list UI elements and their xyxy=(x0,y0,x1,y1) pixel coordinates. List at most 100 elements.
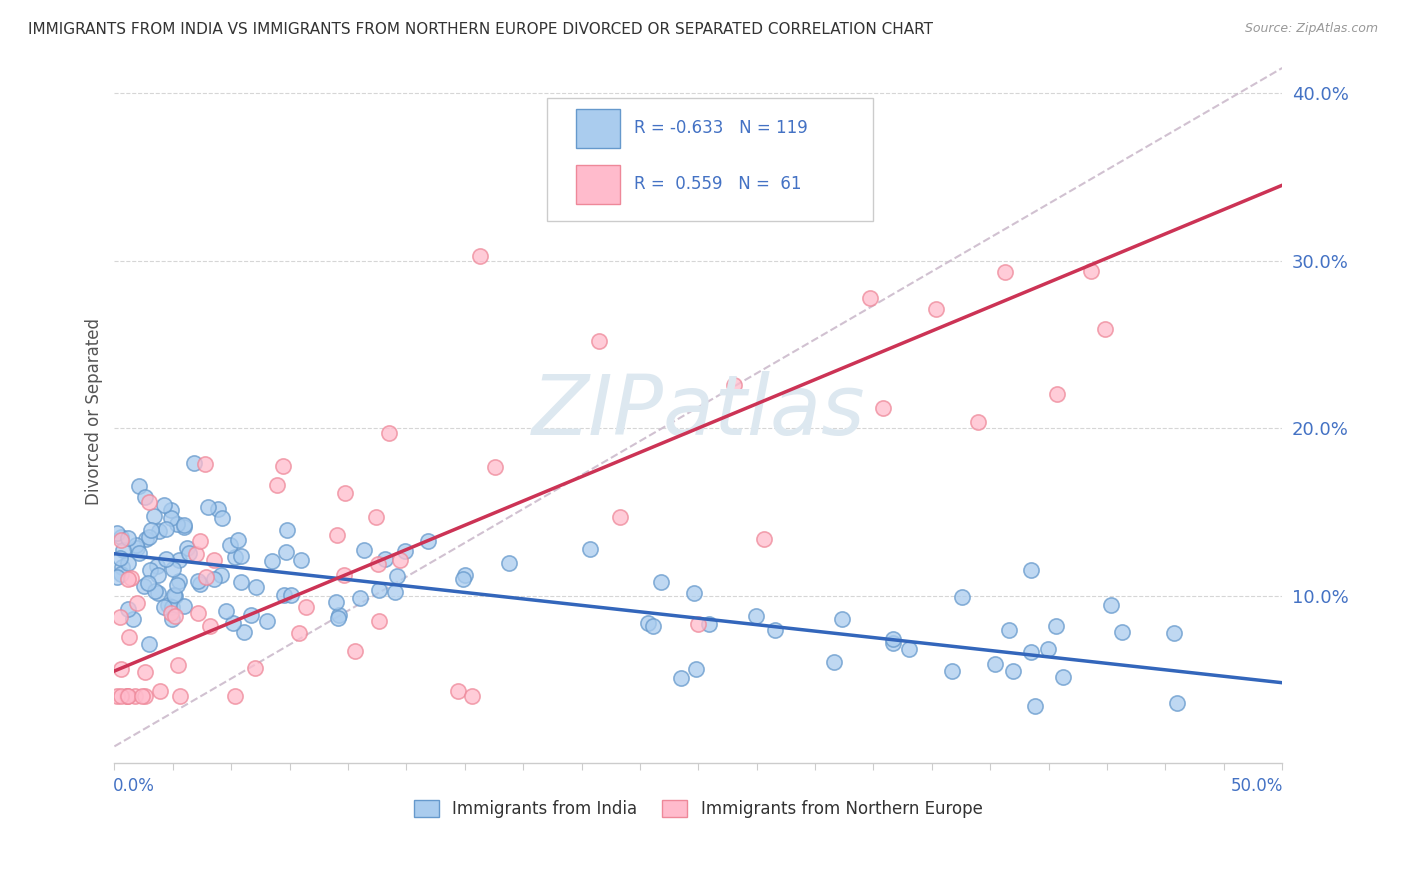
Point xyxy=(218,538,240,552)
Point xyxy=(388,553,411,567)
Point xyxy=(941,665,963,679)
Point xyxy=(184,547,207,561)
Point xyxy=(882,636,904,650)
Point xyxy=(447,683,470,698)
Point xyxy=(1080,264,1102,278)
Point xyxy=(394,544,416,558)
Point xyxy=(367,557,389,571)
Point xyxy=(1163,626,1185,640)
Point xyxy=(183,456,205,470)
Point xyxy=(984,657,1007,671)
Point xyxy=(222,615,245,630)
Point xyxy=(163,608,186,623)
Point xyxy=(202,552,225,566)
Point xyxy=(155,522,177,536)
Point xyxy=(138,562,160,576)
Point xyxy=(162,562,184,576)
Point xyxy=(108,550,131,565)
Point xyxy=(166,517,188,532)
Point xyxy=(378,425,401,440)
Point xyxy=(153,498,176,512)
Point xyxy=(243,661,266,675)
Point xyxy=(685,662,707,676)
Point xyxy=(609,509,631,524)
Point xyxy=(160,606,183,620)
Point xyxy=(325,594,347,608)
Text: 0.0%: 0.0% xyxy=(114,777,155,796)
Point xyxy=(122,612,145,626)
Point xyxy=(125,538,148,552)
Point xyxy=(682,586,704,600)
Point xyxy=(276,524,298,538)
Point xyxy=(353,542,375,557)
Text: ZIPatlas: ZIPatlas xyxy=(531,371,865,452)
Point xyxy=(110,662,132,676)
Point xyxy=(105,569,128,583)
Point xyxy=(859,291,882,305)
Point xyxy=(111,560,134,574)
Point xyxy=(872,401,894,415)
Point xyxy=(368,582,391,597)
Point xyxy=(276,545,298,559)
Point xyxy=(187,574,209,588)
Point xyxy=(115,689,138,703)
Point xyxy=(115,689,138,703)
Point xyxy=(163,588,186,602)
Point xyxy=(898,641,921,656)
Point xyxy=(451,573,474,587)
Point xyxy=(117,572,139,586)
Point xyxy=(167,574,190,588)
FancyBboxPatch shape xyxy=(575,165,620,204)
Point xyxy=(136,575,159,590)
Point xyxy=(280,588,302,602)
Point xyxy=(134,490,156,504)
Point xyxy=(745,609,768,624)
Point xyxy=(187,606,209,620)
Point xyxy=(343,643,366,657)
Point xyxy=(416,534,439,549)
Point xyxy=(831,612,853,626)
Point xyxy=(233,624,256,639)
Point xyxy=(120,571,142,585)
Point xyxy=(112,542,135,557)
Point xyxy=(461,689,484,703)
Text: R = -0.633   N = 119: R = -0.633 N = 119 xyxy=(634,119,808,136)
Point xyxy=(1045,619,1067,633)
Point xyxy=(224,549,246,564)
Point xyxy=(1052,670,1074,684)
Point xyxy=(650,574,672,589)
Point xyxy=(108,610,131,624)
Point xyxy=(273,588,295,602)
Point xyxy=(117,531,139,545)
Point xyxy=(194,570,217,584)
Point xyxy=(671,671,693,685)
Point xyxy=(110,566,132,581)
Point xyxy=(194,457,217,471)
Point xyxy=(697,616,720,631)
Point xyxy=(229,549,252,564)
Point xyxy=(215,603,238,617)
Point xyxy=(1111,624,1133,639)
Point xyxy=(328,611,350,625)
Point xyxy=(1024,699,1046,714)
Point xyxy=(166,658,188,673)
Point xyxy=(204,573,226,587)
Point xyxy=(454,568,477,582)
Point xyxy=(128,479,150,493)
Point xyxy=(143,583,166,598)
Point xyxy=(166,578,188,592)
Point xyxy=(288,626,311,640)
Point xyxy=(1099,599,1122,613)
Point xyxy=(228,533,250,548)
Point xyxy=(118,630,141,644)
Point xyxy=(952,590,974,604)
Point xyxy=(110,689,132,703)
Point xyxy=(105,526,128,541)
FancyBboxPatch shape xyxy=(575,109,620,147)
Point xyxy=(188,577,211,591)
Point xyxy=(159,511,181,525)
Point xyxy=(138,637,160,651)
Point xyxy=(169,552,191,566)
Text: 50.0%: 50.0% xyxy=(1232,777,1284,796)
Point xyxy=(117,689,139,703)
